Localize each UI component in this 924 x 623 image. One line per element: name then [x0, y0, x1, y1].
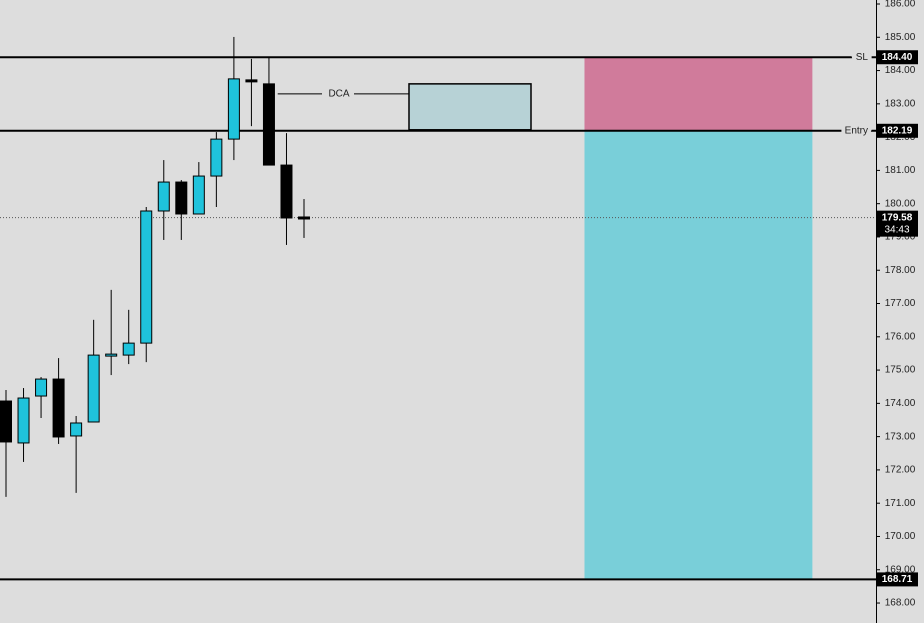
candle-body: [192, 175, 205, 215]
candle-body: [0, 400, 12, 443]
price-badge: [877, 50, 918, 65]
dca-zone: [408, 83, 532, 131]
y-tick-label: 168.00: [885, 598, 916, 609]
y-tick-label: 181.00: [885, 165, 916, 176]
current-price-badge: [877, 210, 918, 237]
y-tick-label: 180.00: [885, 198, 916, 209]
target-zone: [584, 130, 813, 580]
dca-label: DCA: [328, 88, 349, 99]
candle-body: [140, 210, 153, 344]
candle-body: [122, 342, 135, 356]
stop-zone: [584, 57, 813, 131]
y-tick-label: 175.00: [885, 365, 916, 376]
current-price-label: 179.58: [882, 212, 913, 223]
candle-body: [227, 78, 240, 140]
y-tick-label: 170.00: [885, 531, 916, 542]
price-badge-label: 184.40: [882, 52, 913, 63]
y-tick-label: 178.00: [885, 265, 916, 276]
candle-body: [280, 164, 293, 219]
y-tick-label: 179.00: [885, 232, 916, 243]
y-tick-label: 171.00: [885, 498, 916, 509]
countdown-label: 34:43: [884, 224, 909, 235]
candle-body: [262, 83, 275, 166]
price-badge: [877, 123, 918, 138]
y-tick-label: 185.00: [885, 32, 916, 43]
price-badge: [877, 572, 918, 587]
y-tick-label: 174.00: [885, 398, 916, 409]
candle-body: [175, 181, 188, 215]
price-badge-label: 182.19: [882, 125, 913, 136]
candle-body: [17, 397, 30, 444]
candle-body: [70, 422, 83, 437]
y-tick-label: 172.00: [885, 465, 916, 476]
y-tick-label: 176.00: [885, 331, 916, 342]
y-tick-label: 186.00: [885, 0, 916, 10]
candle-body: [52, 378, 65, 438]
candle-body: [245, 79, 258, 83]
candle-body: [157, 181, 170, 212]
candle-body: [87, 354, 100, 423]
y-tick-label: 169.00: [885, 564, 916, 575]
price-badge-label: 168.71: [882, 574, 913, 585]
y-tick-label: 177.00: [885, 298, 916, 309]
candle-body: [298, 216, 311, 220]
y-tick-label: 184.00: [885, 65, 916, 76]
y-tick-label: 173.00: [885, 431, 916, 442]
candle-body: [35, 378, 48, 397]
y-tick-label: 183.00: [885, 98, 916, 109]
price-line-name: SL: [856, 52, 869, 63]
candle-body: [105, 353, 118, 357]
candle-body: [210, 138, 223, 177]
price-line-name: Entry: [845, 125, 868, 136]
